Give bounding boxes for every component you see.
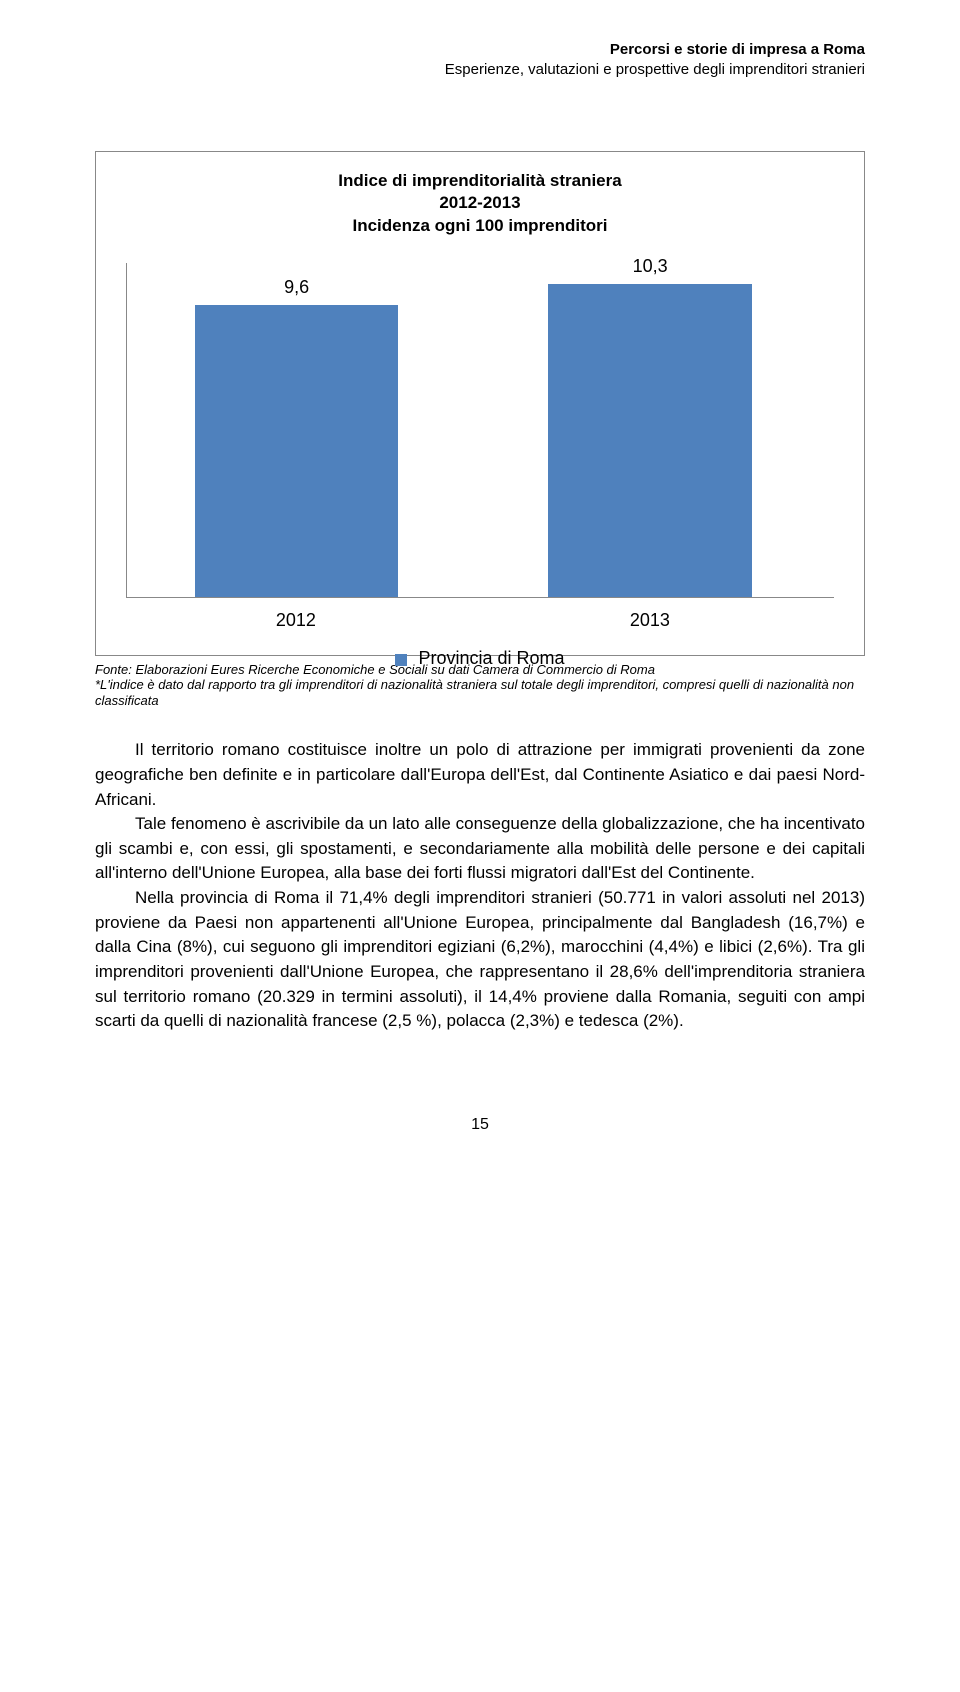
x-axis-ticks: 2012 2013	[126, 608, 834, 634]
paragraph-3: Nella provincia di Roma il 71,4% degli i…	[95, 886, 865, 1034]
bar-label-2012: 9,6	[195, 275, 399, 299]
bar-2012: 9,6	[195, 305, 399, 597]
header-title: Percorsi e storie di impresa a Roma	[95, 40, 865, 60]
chart-title-2: 2012-2013	[106, 192, 854, 215]
body-text: Il territorio romano costituisce inoltre…	[95, 738, 865, 1034]
bar-label-2013: 10,3	[548, 254, 752, 278]
footnote-note: *L'indice è dato dal rapporto tra gli im…	[95, 677, 865, 708]
paragraph-1: Il territorio romano costituisce inoltre…	[95, 738, 865, 812]
bar-2013: 10,3	[548, 284, 752, 598]
page-number: 15	[95, 1114, 865, 1136]
header-subtitle: Esperienze, valutazioni e prospettive de…	[95, 60, 865, 80]
paragraph-2: Tale fenomeno è ascrivibile da un lato a…	[95, 812, 865, 886]
page-header: Percorsi e storie di impresa a Roma Espe…	[95, 40, 865, 81]
chart-container: Indice di imprenditorialità straniera 20…	[95, 151, 865, 656]
legend-label: Provincia di Roma	[418, 648, 564, 668]
chart-plot-area: 9,6 10,3	[126, 263, 834, 598]
x-tick-2013: 2013	[480, 608, 820, 632]
legend-swatch-icon	[395, 654, 407, 666]
x-tick-2012: 2012	[126, 608, 466, 632]
chart-title-3: Incidenza ogni 100 imprenditori	[106, 215, 854, 238]
chart-legend: Provincia di Roma	[106, 646, 854, 670]
chart-title-1: Indice di imprenditorialità straniera	[106, 170, 854, 193]
